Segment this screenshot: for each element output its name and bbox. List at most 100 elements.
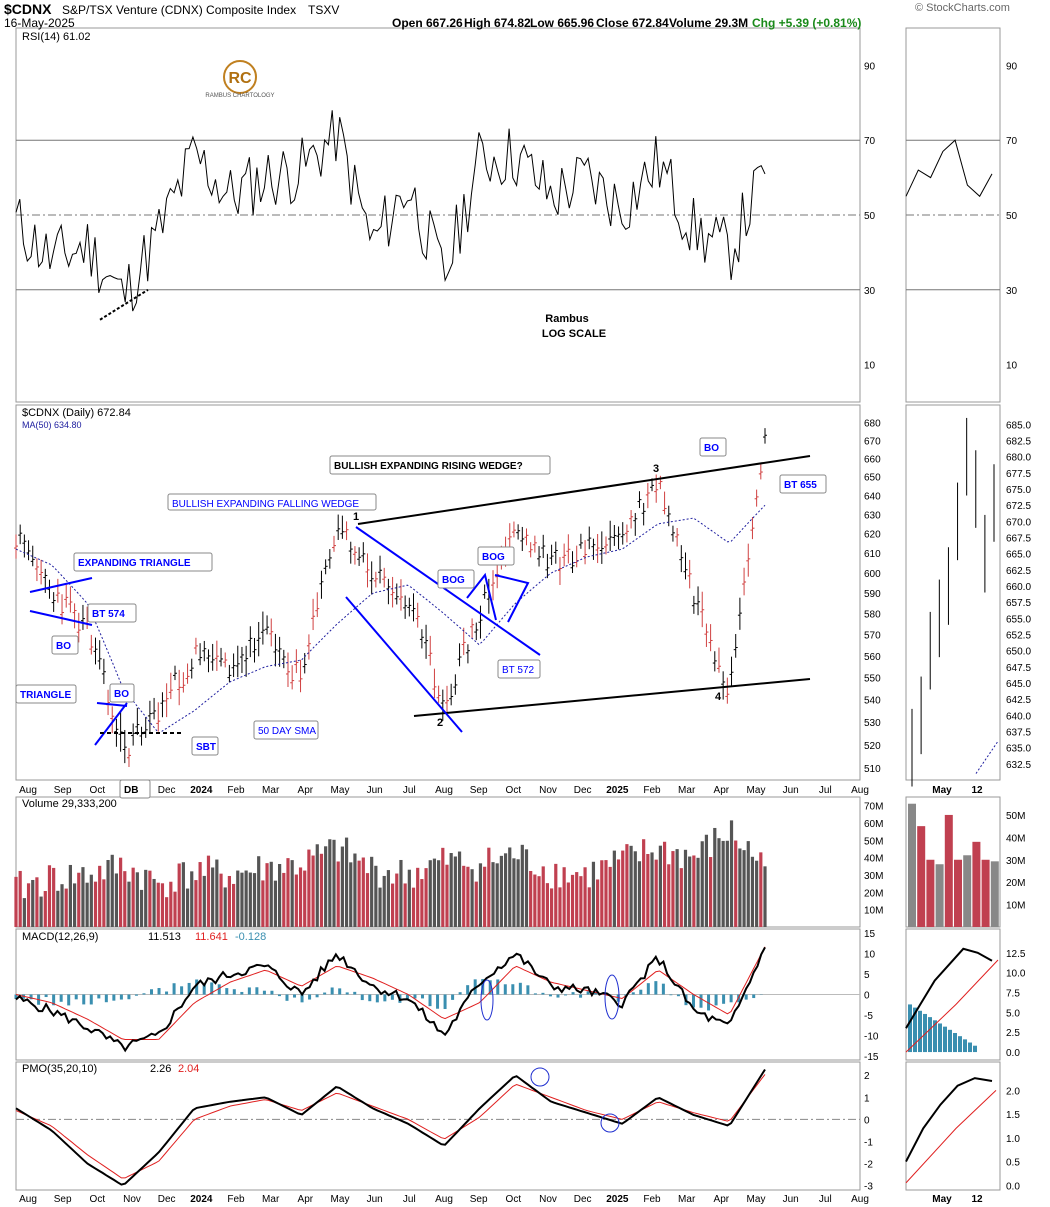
- macd-histogram-bar: [488, 980, 492, 995]
- macd-histogram-bar: [586, 991, 590, 995]
- volume-bar: [139, 889, 144, 927]
- pmo-signal-value: 2.04: [178, 1063, 199, 1075]
- price-candles: [14, 428, 767, 767]
- volume-bar: [26, 883, 31, 927]
- pmo-line: [15, 1068, 766, 1186]
- macd-inset-histogram-bar: [918, 1010, 922, 1053]
- volume-bar: [750, 856, 755, 927]
- volume-bar: [445, 864, 449, 927]
- price-x-tick-label: Jun: [783, 785, 799, 796]
- rsi-tick-label: 70: [864, 136, 876, 147]
- pmo-x-tick-label: May: [331, 1194, 350, 1205]
- macd-histogram-bar: [405, 994, 409, 1000]
- volume-inset-bar: [917, 826, 926, 927]
- volume-bar: [625, 844, 629, 927]
- volume-bar: [483, 866, 487, 927]
- volume-tick-label: 70M: [864, 802, 883, 813]
- volume-bar: [240, 872, 244, 927]
- volume-bar: [286, 858, 290, 927]
- price-inset-tick-label: 637.5: [1006, 728, 1031, 739]
- pmo-x-tick-label: Jul: [403, 1194, 416, 1205]
- price-tick-label: 610: [864, 549, 881, 560]
- volume-bar: [332, 839, 336, 927]
- macd-histogram-bar: [571, 992, 575, 995]
- volume-bar: [357, 860, 361, 927]
- volume-bar: [106, 859, 110, 927]
- volume-inset-tick-label: 10M: [1006, 901, 1025, 912]
- volume-bar: [85, 882, 89, 927]
- macd-histogram-bar: [127, 994, 131, 1000]
- macd-histogram-bar: [541, 992, 545, 995]
- volume-bar: [353, 853, 357, 927]
- volume-bar: [248, 872, 252, 927]
- pmo-x-tick-label: Jun: [367, 1194, 383, 1205]
- volume-bar: [340, 846, 344, 927]
- macd-histogram-bar: [82, 994, 86, 1005]
- macd-histogram-bar: [14, 994, 18, 999]
- volume-bar: [466, 866, 470, 927]
- macd-histogram-bar: [74, 994, 78, 1000]
- volume-bar: [704, 834, 709, 927]
- price-x-tick-label: Mar: [678, 785, 696, 796]
- annotation-box: [119, 779, 151, 799]
- pmo-label: PMO(35,20,10): [22, 1063, 97, 1075]
- price-inset-tick-label: 665.0: [1006, 550, 1031, 561]
- macd-histogram-bar: [29, 994, 33, 1000]
- volume-bar: [60, 884, 64, 927]
- price-inset-frame: [905, 404, 1001, 781]
- volume-bar: [633, 851, 637, 927]
- macd-histogram-bar: [353, 991, 357, 995]
- volume-tick-label: 60M: [864, 819, 883, 830]
- pmo-x-tick-label: Mar: [262, 1194, 280, 1205]
- volume-bar: [378, 887, 382, 927]
- macd-tick-label: 15: [864, 929, 876, 940]
- volume-bar: [416, 867, 420, 927]
- price-x-tick-label: Sep: [54, 785, 72, 796]
- volume-bar: [177, 863, 181, 927]
- pmo-x-tick-label: Oct: [90, 1194, 106, 1205]
- volume-bar: [621, 850, 625, 927]
- macd-histogram-bar: [631, 992, 635, 995]
- volume-bar: [428, 860, 432, 927]
- volume-bar: [642, 839, 646, 927]
- annotation-box: [329, 455, 551, 475]
- macd-histogram-bar: [714, 994, 718, 1006]
- volume-bar: [35, 877, 39, 927]
- volume-bar: [160, 883, 165, 927]
- macd-histogram-bar: [729, 994, 733, 1003]
- ma50-inset-line: [975, 740, 999, 774]
- symbol-label: $CDNX: [4, 1, 52, 17]
- pmo-tick-label: 2: [864, 1071, 870, 1082]
- volume-bar: [763, 866, 767, 927]
- pmo-inset-frame: [905, 1061, 1001, 1191]
- macd-tick-label: 5: [864, 970, 870, 981]
- macd-histogram-bar: [375, 994, 379, 1003]
- macd-inset-line: [905, 947, 993, 1029]
- volume-bar: [411, 887, 416, 927]
- volume-bar: [169, 881, 173, 927]
- volume-bar: [52, 867, 56, 927]
- pmo-inset-tick-label: 2.0: [1006, 1086, 1020, 1097]
- macd-highlight-circle: [480, 979, 494, 1021]
- macd-inset-histogram-bar: [908, 1004, 912, 1053]
- price-x-tick-label: Nov: [539, 785, 557, 796]
- macd-histogram-bar: [548, 994, 552, 997]
- macd-histogram-bar: [330, 987, 334, 995]
- pmo-x-tick-label: Nov: [123, 1194, 141, 1205]
- volume-bar: [119, 857, 123, 927]
- volume-bar: [257, 856, 261, 927]
- volume-bar: [541, 866, 545, 927]
- macd-histogram-bar: [699, 994, 703, 1008]
- macd-inset-histogram-bar: [933, 1020, 937, 1053]
- annotation-box: [15, 684, 77, 704]
- triangle-top-line: [94, 702, 128, 746]
- annotation-box: [497, 659, 541, 679]
- volume-bar: [692, 855, 696, 927]
- volume-bar: [56, 890, 60, 927]
- volume-bar: [453, 856, 457, 927]
- price-inset-tick-label: 655.0: [1006, 614, 1031, 625]
- pmo-x-tick-label: Apr: [714, 1194, 730, 1205]
- volume-bar: [190, 871, 194, 927]
- volume-inset-bar: [935, 864, 944, 927]
- macd-histogram-bar: [232, 989, 236, 995]
